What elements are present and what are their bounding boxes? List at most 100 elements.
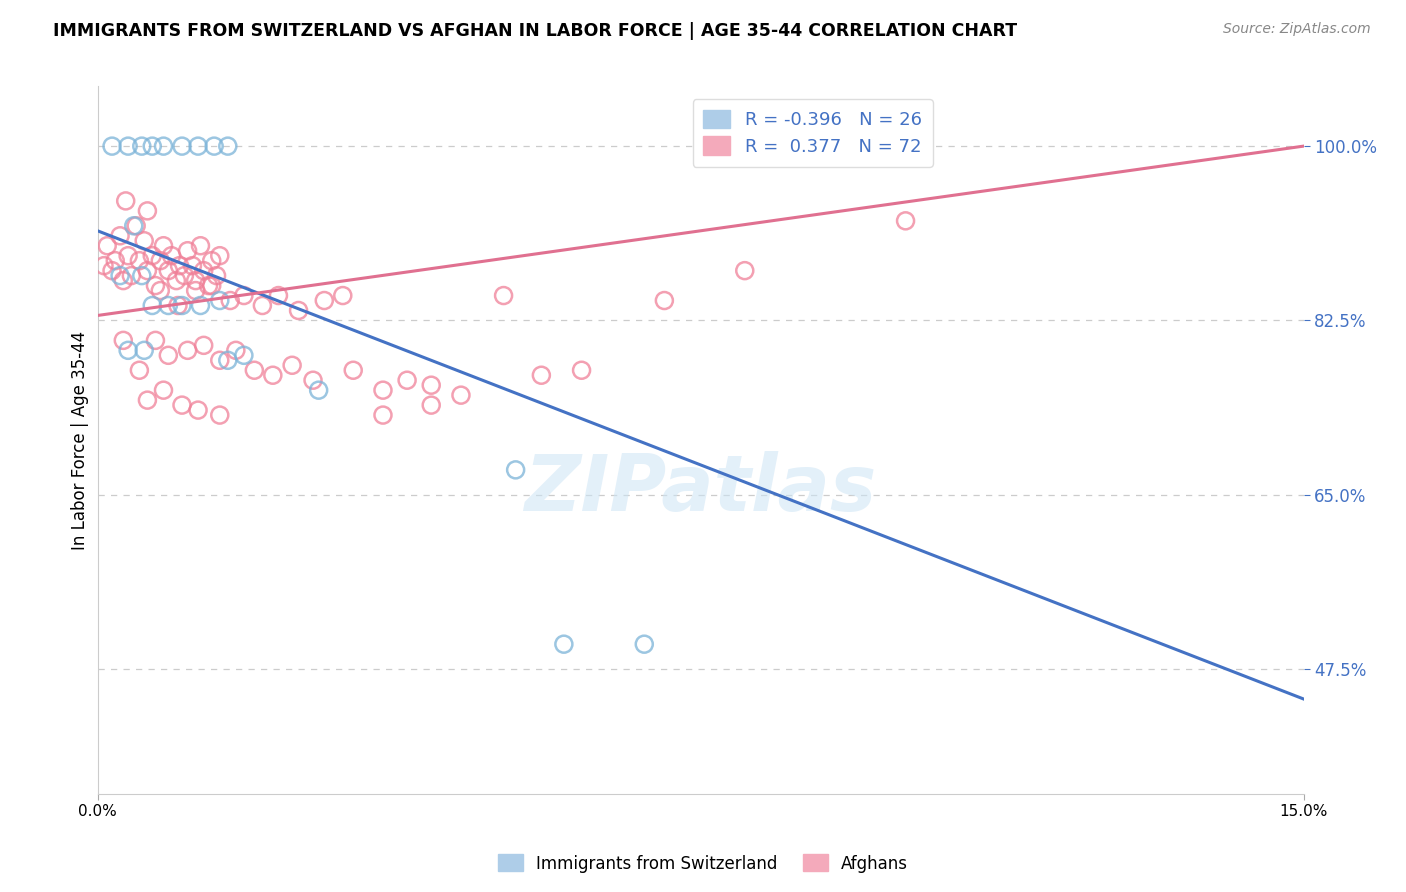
Point <box>152 139 174 153</box>
Point <box>190 298 212 312</box>
Point <box>112 334 135 348</box>
Point <box>267 288 290 302</box>
Point <box>450 388 472 402</box>
Point <box>314 293 336 308</box>
Point <box>232 348 254 362</box>
Point <box>247 861 270 875</box>
Point <box>104 253 127 268</box>
Point <box>184 274 207 288</box>
Point <box>157 298 180 312</box>
Point <box>108 228 131 243</box>
Point <box>193 263 215 277</box>
Point <box>184 284 207 298</box>
Point <box>281 358 304 372</box>
Point <box>252 298 274 312</box>
Point <box>134 234 156 248</box>
Point <box>134 343 156 358</box>
Point <box>553 637 575 651</box>
Point <box>117 343 139 358</box>
Point <box>734 263 756 277</box>
Point <box>145 334 167 348</box>
Point <box>332 288 354 302</box>
Point <box>530 368 553 383</box>
Point <box>396 373 419 387</box>
Point <box>633 637 655 651</box>
Point <box>193 338 215 352</box>
Point <box>145 278 167 293</box>
Point <box>262 368 284 383</box>
Point <box>197 278 219 293</box>
Point <box>342 363 364 377</box>
Point <box>208 293 231 308</box>
Point <box>125 219 148 233</box>
Point <box>96 238 118 252</box>
Point <box>165 274 187 288</box>
Point <box>208 353 231 368</box>
Point <box>505 463 527 477</box>
Point <box>205 268 228 283</box>
Point <box>894 214 917 228</box>
Point <box>141 298 163 312</box>
Point <box>170 398 193 412</box>
Point <box>654 293 676 308</box>
Point <box>149 253 172 268</box>
Point <box>219 293 242 308</box>
Text: ZIPatlas: ZIPatlas <box>524 451 877 527</box>
Point <box>170 298 193 312</box>
Point <box>128 363 150 377</box>
Point <box>201 253 224 268</box>
Point <box>131 139 153 153</box>
Point <box>101 139 124 153</box>
Point <box>308 383 330 397</box>
Text: IMMIGRANTS FROM SWITZERLAND VS AFGHAN IN LABOR FORCE | AGE 35-44 CORRELATION CHA: IMMIGRANTS FROM SWITZERLAND VS AFGHAN IN… <box>53 22 1018 40</box>
Point <box>492 288 515 302</box>
Point <box>176 244 198 258</box>
Point <box>187 139 209 153</box>
Point <box>302 373 325 387</box>
Point <box>128 253 150 268</box>
Point <box>232 288 254 302</box>
Point <box>117 139 139 153</box>
Point <box>217 139 239 153</box>
Point <box>93 259 115 273</box>
Point <box>141 249 163 263</box>
Point <box>114 194 136 208</box>
Point <box>122 219 145 233</box>
Point <box>190 238 212 252</box>
Point <box>217 353 239 368</box>
Point <box>157 263 180 277</box>
Legend: Immigrants from Switzerland, Afghans: Immigrants from Switzerland, Afghans <box>491 847 915 880</box>
Point <box>170 139 193 153</box>
Point <box>173 268 195 283</box>
Point <box>571 363 593 377</box>
Point <box>108 268 131 283</box>
Point <box>112 274 135 288</box>
Point <box>371 383 394 397</box>
Point <box>208 408 231 422</box>
Point <box>136 203 159 218</box>
Point <box>420 378 443 392</box>
Point <box>371 408 394 422</box>
Point <box>117 249 139 263</box>
Point <box>169 259 191 273</box>
Point <box>187 403 209 417</box>
Point <box>136 393 159 408</box>
Point <box>287 303 309 318</box>
Point <box>136 263 159 277</box>
Point <box>157 348 180 362</box>
Point <box>181 259 204 273</box>
Point <box>176 343 198 358</box>
Point <box>131 268 153 283</box>
Point <box>152 238 174 252</box>
Point <box>160 249 183 263</box>
Y-axis label: In Labor Force | Age 35-44: In Labor Force | Age 35-44 <box>72 330 89 549</box>
Legend: R = -0.396   N = 26, R =  0.377   N = 72: R = -0.396 N = 26, R = 0.377 N = 72 <box>693 99 932 167</box>
Text: Source: ZipAtlas.com: Source: ZipAtlas.com <box>1223 22 1371 37</box>
Point <box>420 398 443 412</box>
Point <box>225 343 247 358</box>
Point <box>202 139 225 153</box>
Point <box>120 268 142 283</box>
Point <box>201 278 224 293</box>
Point <box>141 139 163 153</box>
Point <box>243 363 266 377</box>
